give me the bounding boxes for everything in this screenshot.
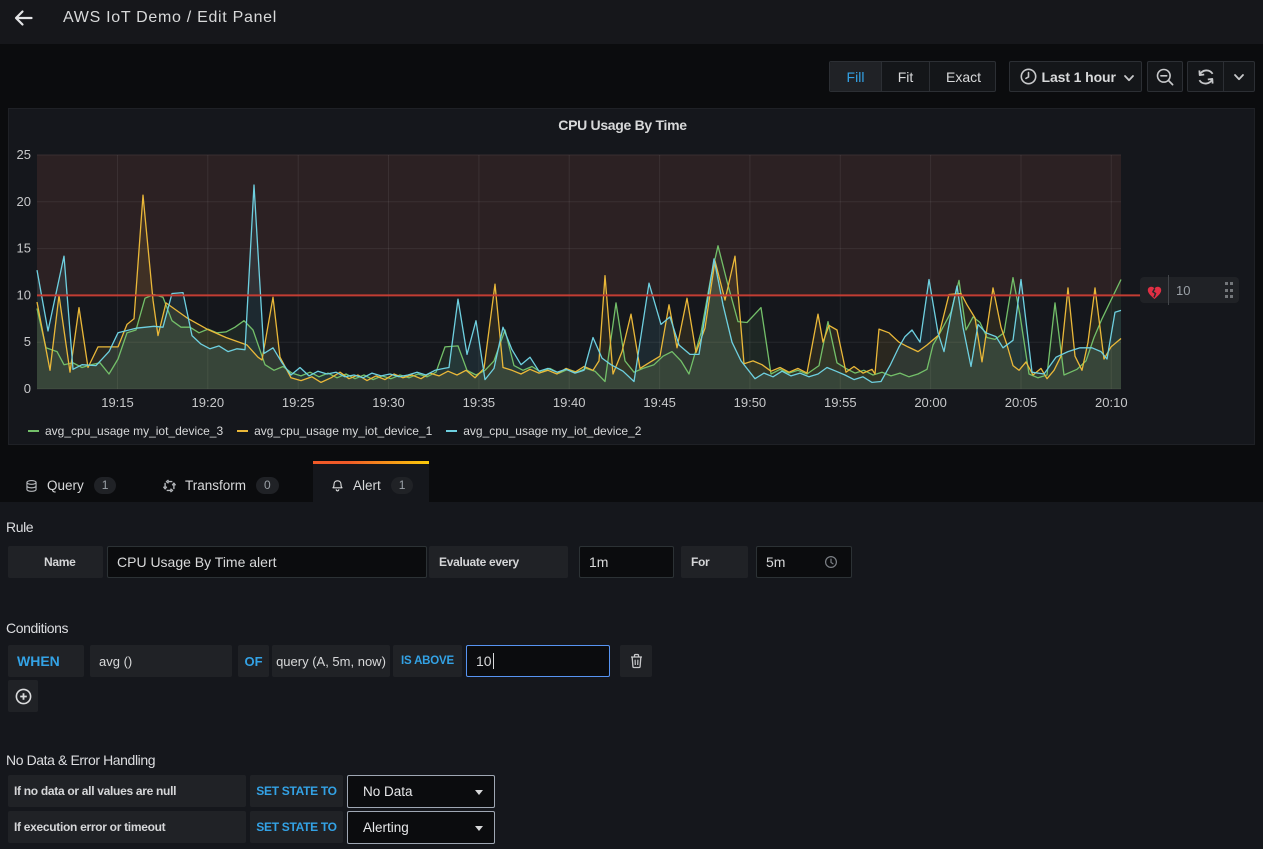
svg-text:19:40: 19:40	[553, 395, 586, 410]
svg-text:25: 25	[17, 147, 31, 162]
svg-text:19:45: 19:45	[643, 395, 676, 410]
svg-text:20:10: 20:10	[1095, 395, 1128, 410]
svg-text:19:50: 19:50	[734, 395, 767, 410]
svg-text:15: 15	[17, 241, 31, 256]
svg-text:20: 20	[17, 194, 31, 209]
svg-text:10: 10	[17, 287, 31, 302]
svg-text:5: 5	[24, 334, 31, 349]
svg-text:19:15: 19:15	[101, 395, 134, 410]
svg-text:19:35: 19:35	[463, 395, 496, 410]
svg-text:19:20: 19:20	[192, 395, 225, 410]
svg-text:0: 0	[24, 381, 31, 396]
svg-text:20:05: 20:05	[1005, 395, 1038, 410]
svg-text:19:55: 19:55	[824, 395, 857, 410]
svg-text:20:00: 20:00	[914, 395, 947, 410]
svg-text:19:30: 19:30	[372, 395, 405, 410]
svg-text:19:25: 19:25	[282, 395, 315, 410]
